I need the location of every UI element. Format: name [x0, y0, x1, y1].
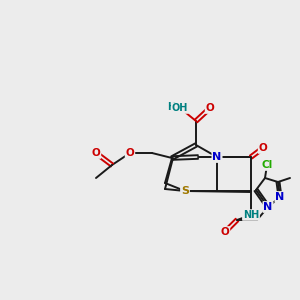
Text: N: N: [275, 192, 285, 202]
Text: O: O: [92, 148, 100, 158]
Text: N: N: [263, 202, 273, 212]
Text: NH: NH: [243, 210, 259, 220]
Text: O: O: [220, 227, 230, 237]
Text: O: O: [126, 148, 134, 158]
Text: O: O: [259, 143, 267, 153]
Text: H: H: [167, 101, 175, 112]
Text: O: O: [206, 103, 214, 113]
Text: N: N: [212, 152, 222, 162]
Text: S: S: [181, 186, 189, 196]
Text: OH: OH: [172, 103, 188, 113]
Text: Cl: Cl: [261, 160, 273, 170]
